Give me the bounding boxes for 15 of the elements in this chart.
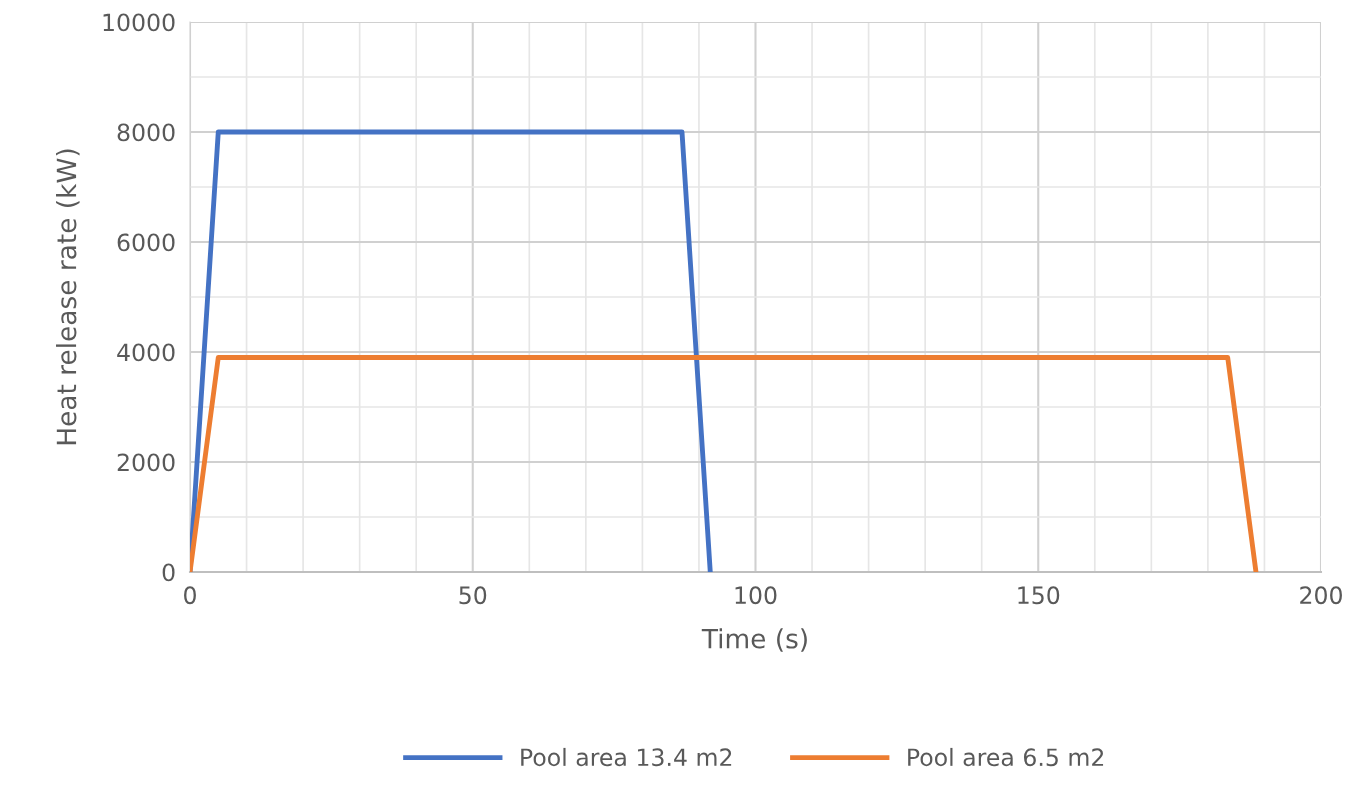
x-axis-title: Time (s) xyxy=(701,628,807,652)
y-tick-label: 4000 xyxy=(117,343,175,362)
y-tick-label: 6000 xyxy=(117,233,175,252)
y-axis-title: Heat release rate (kW) xyxy=(56,149,80,445)
legend-label: Pool area 13.4 m2 xyxy=(521,747,732,767)
x-tick-label: 50 xyxy=(459,586,487,605)
y-tick-label: 8000 xyxy=(117,123,175,142)
y-tick-label: 10000 xyxy=(103,13,175,32)
x-tick-label: 200 xyxy=(1300,586,1342,605)
legend-label: Pool area 6.5 m2 xyxy=(908,747,1104,767)
x-tick-label: 100 xyxy=(735,586,777,605)
x-tick-label: 150 xyxy=(1018,586,1060,605)
x-tick-label: 0 xyxy=(184,586,196,605)
y-tick-label: 2000 xyxy=(117,453,175,472)
y-tick-label: 0 xyxy=(162,563,175,582)
